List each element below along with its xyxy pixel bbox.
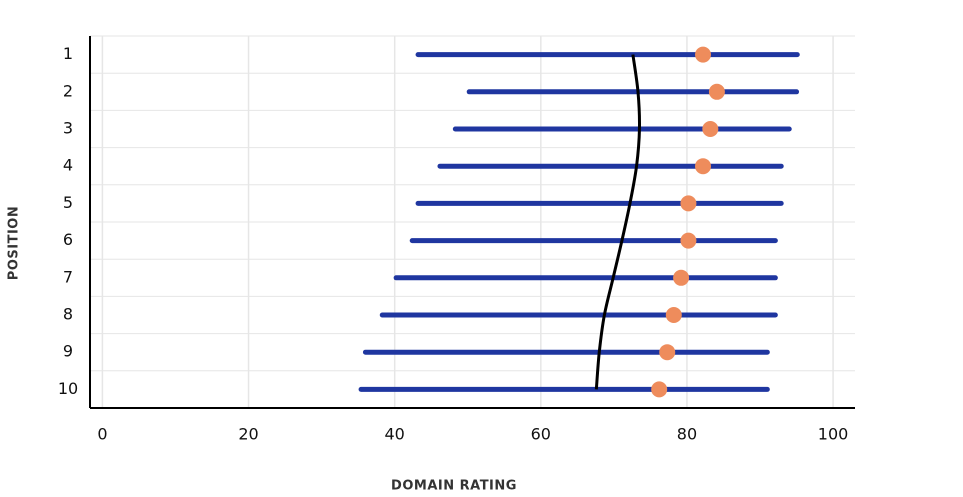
x-tick-label: 100	[818, 425, 849, 444]
y-axis-title: POSITION	[7, 206, 22, 280]
y-tick-label: 2	[63, 81, 73, 100]
x-tick-label: 80	[677, 425, 697, 444]
y-tick-label: 9	[63, 342, 73, 361]
y-tick-label: 6	[63, 230, 73, 249]
median-dot	[665, 307, 682, 323]
y-tick-label: 5	[63, 193, 73, 212]
y-tick-label: 10	[58, 379, 78, 398]
median-dot	[695, 158, 712, 175]
median-dot	[680, 232, 697, 249]
y-tick-label: 7	[63, 267, 73, 286]
median-dot	[659, 344, 676, 361]
x-tick-label: 20	[238, 425, 258, 444]
x-tick-label: 60	[531, 425, 551, 444]
median-dot	[673, 269, 690, 286]
trend-line	[594, 54, 642, 390]
y-tick-label: 1	[63, 44, 73, 63]
median-dot	[695, 46, 712, 63]
y-tick-label: 4	[63, 156, 73, 175]
y-tick-label: 3	[63, 119, 73, 138]
median-dot	[680, 195, 697, 212]
x-tick-label: 0	[97, 425, 107, 444]
x-axis-title: DOMAIN RATING	[391, 479, 517, 494]
median-dot	[651, 381, 668, 398]
x-tick-label: 40	[385, 425, 405, 444]
median-dot	[708, 83, 725, 100]
median-dot	[702, 121, 719, 137]
y-tick-label: 8	[63, 305, 73, 324]
